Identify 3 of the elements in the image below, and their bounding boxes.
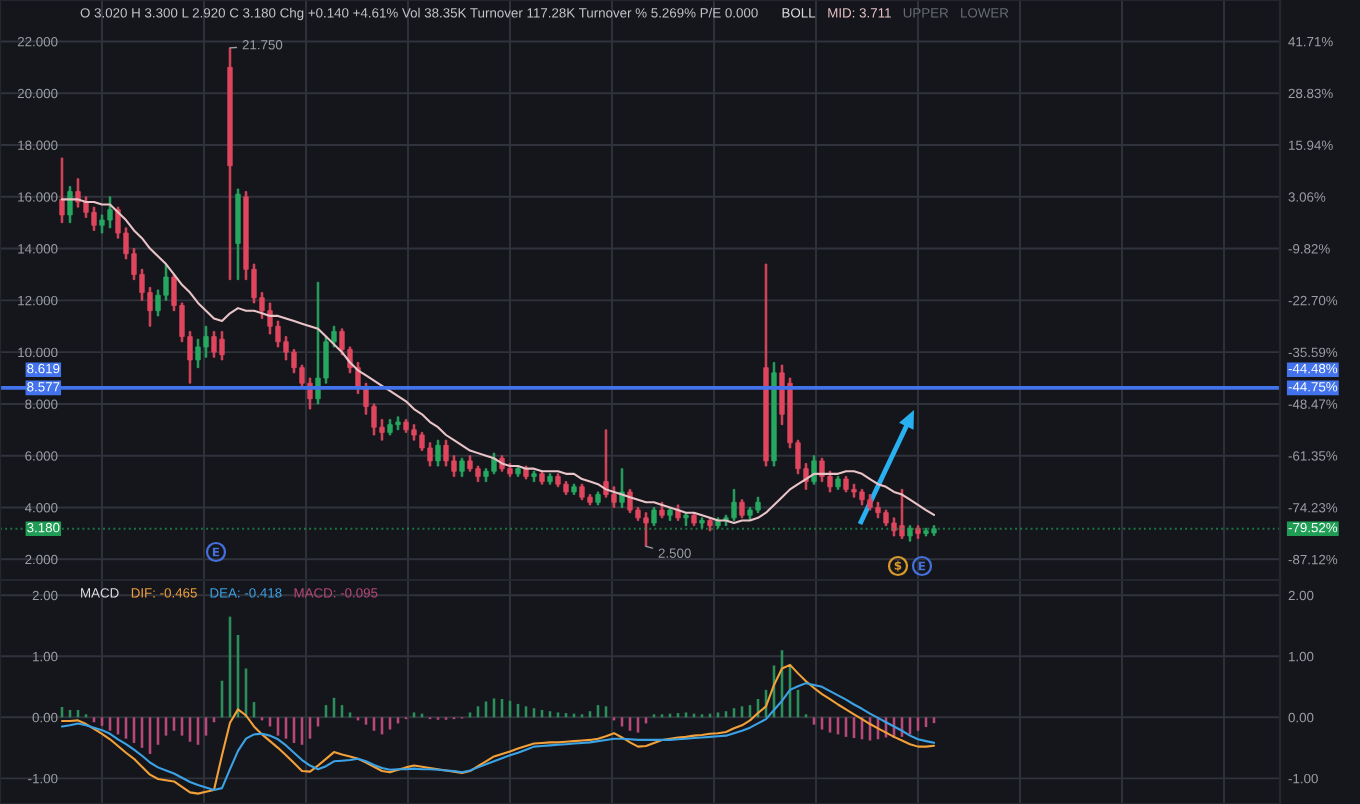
line-series bbox=[60, 198, 936, 525]
line-series bbox=[60, 682, 936, 791]
line-series bbox=[60, 663, 936, 795]
